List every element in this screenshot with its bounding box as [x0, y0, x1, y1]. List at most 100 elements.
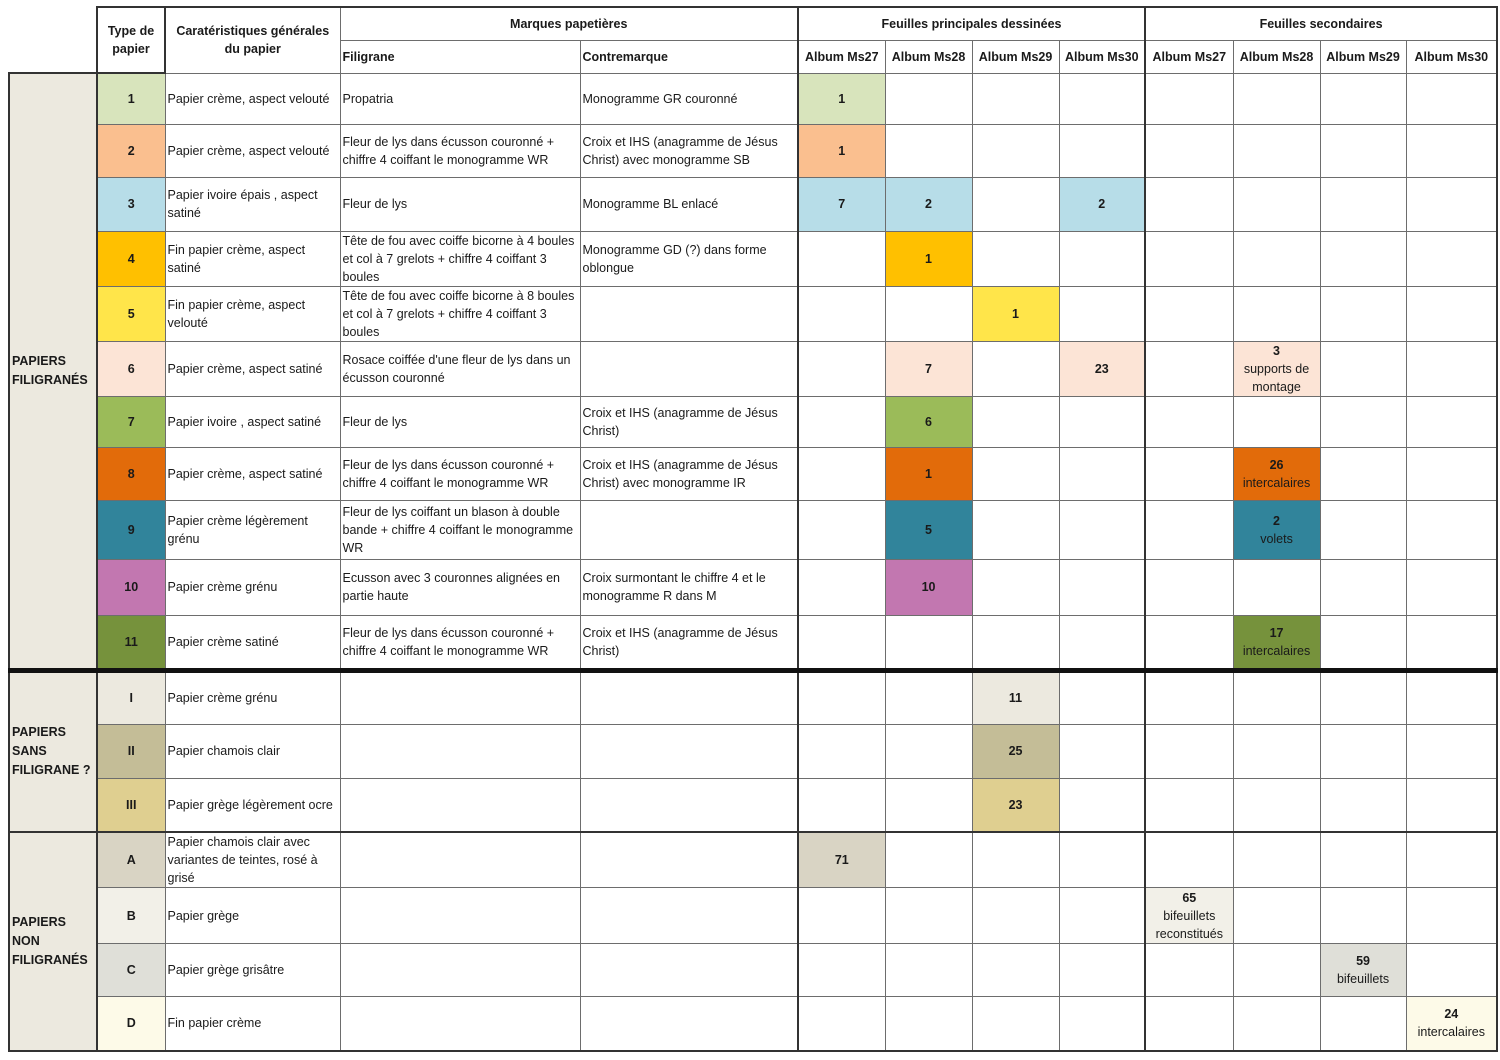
table-row: D Fin papier crème 24 intercalaires [9, 996, 1499, 1052]
count-cell-principal-ms29 [971, 446, 1060, 501]
countermark-description [579, 499, 799, 560]
count-cell-principal-ms28: 2 [884, 176, 973, 232]
watermark-description [339, 943, 581, 997]
watermark-description [339, 667, 581, 725]
count-cell-secondary-ms27 [1144, 831, 1234, 888]
watermark-description: Fleur de lys [339, 176, 581, 232]
table-row: PAPIERS FILIGRANÉS 1 Papier crème, aspect … [8, 72, 1499, 671]
count-cell-secondary-ms27 [1144, 395, 1234, 448]
paper-characteristics: Papier ivoire , aspect satiné [164, 395, 341, 448]
count-cell-principal-ms27: 71 [797, 831, 886, 888]
count-cell-secondary-ms27 [1144, 446, 1234, 501]
sheet-count-note: intercalaires [1242, 643, 1311, 658]
header-secondary-album-ms29: Album Ms29 [1319, 39, 1407, 74]
countermark-description [579, 887, 799, 944]
sheet-count: 3 [1273, 343, 1280, 358]
countermark-description [579, 667, 799, 725]
paper-type-code: D [96, 996, 166, 1052]
paper-table-container: Type de papier Caratéristiques générales… [8, 6, 1499, 1052]
watermark-description: Rosace coiffée d'une fleur de lys dans u… [339, 340, 581, 397]
header-principal-album-ms29: Album Ms29 [971, 39, 1060, 74]
count-cell-principal-ms30 [1058, 723, 1146, 779]
count-cell-principal-ms27 [797, 340, 886, 397]
table-row: 4 Fin papier crème, aspect satiné Tête de … [9, 230, 1499, 287]
countermark-description [579, 340, 799, 397]
watermark-description: Fleur de lys dans écusson couronné + chi… [339, 446, 581, 501]
count-cell-secondary-ms27 [1144, 72, 1234, 125]
count-cell-secondary-ms27 [1144, 943, 1234, 997]
count-cell-secondary-ms28 [1232, 123, 1321, 178]
sheet-count: 26 [1269, 457, 1284, 472]
count-cell-principal-ms27 [797, 395, 886, 448]
count-cell-principal-ms30 [1058, 230, 1146, 287]
count-cell-secondary-ms27 [1144, 176, 1234, 232]
count-cell-secondary-ms30 [1405, 176, 1499, 232]
corner-blank-2 [9, 40, 97, 73]
sheet-count: 5 [925, 522, 932, 537]
count-cell-principal-ms27 [797, 723, 886, 779]
count-cell-secondary-ms30 [1405, 123, 1499, 178]
paper-type-code: C [96, 943, 166, 997]
count-cell-secondary-ms29 [1319, 723, 1407, 779]
paper-characteristics: Papier chamois clair [164, 723, 341, 779]
sheet-count: 17 [1269, 625, 1284, 640]
count-cell-secondary-ms30 [1405, 446, 1499, 501]
table-row: 8 Papier crème, aspect satiné Fleur de lys… [9, 446, 1499, 501]
table-row: II Papier chamois clair 25 [9, 723, 1499, 779]
watermark-description [339, 777, 581, 833]
sheet-count: 1 [925, 251, 932, 266]
count-cell-secondary-ms30 [1405, 887, 1499, 944]
count-cell-principal-ms29 [971, 558, 1060, 616]
count-cell-principal-ms29: 23 [971, 777, 1060, 833]
count-cell-principal-ms29 [971, 340, 1060, 397]
paper-characteristics: Papier crème, aspect velouté [164, 123, 341, 178]
count-cell-secondary-ms29 [1319, 395, 1407, 448]
count-cell-principal-ms27 [797, 499, 886, 560]
watermark-description: Tête de fou avec coiffe bicorne à 4 boul… [339, 230, 581, 287]
count-cell-secondary-ms29 [1319, 614, 1407, 671]
count-cell-secondary-ms30 [1405, 285, 1499, 342]
count-cell-secondary-ms27: 65 bifeuillets reconstitués [1144, 887, 1234, 944]
sheet-count: 24 [1444, 1007, 1459, 1022]
countermark-description [579, 777, 799, 833]
sheet-count: 1 [838, 143, 846, 158]
paper-characteristics: Papier ivoire épais , aspect satiné [164, 176, 341, 232]
count-cell-secondary-ms28 [1232, 996, 1321, 1052]
count-cell-secondary-ms29 [1319, 72, 1407, 125]
group-label-papiers-non-filigranes: PAPIERS NON FILIGRANÉS [8, 831, 98, 1052]
count-cell-secondary-ms28 [1232, 558, 1321, 616]
count-cell-principal-ms29 [971, 887, 1060, 944]
header-caracteristiques: Caratéristiques générales du papier [164, 6, 341, 74]
count-cell-secondary-ms28 [1232, 395, 1321, 448]
table-row: 11 Papier crème satiné Fleur de lys dans é… [9, 614, 1499, 671]
paper-characteristics: Papier crème grénu [164, 667, 341, 725]
countermark-description: Monogramme BL enlacé [579, 176, 799, 232]
count-cell-secondary-ms27 [1144, 996, 1234, 1052]
count-cell-principal-ms30 [1058, 285, 1146, 342]
count-cell-secondary-ms28 [1232, 943, 1321, 997]
sheet-count: 65 [1182, 890, 1197, 905]
count-cell-secondary-ms27 [1144, 777, 1234, 833]
count-cell-principal-ms28 [884, 887, 973, 944]
sheet-count-note: volets [1260, 531, 1293, 546]
count-cell-secondary-ms28 [1232, 72, 1321, 125]
paper-characteristics: Papier crème, aspect velouté [164, 72, 341, 125]
table-row: C Papier grège grisâtre 59 bifeuillets [9, 943, 1499, 997]
paper-type-code: A [96, 831, 166, 888]
table-row: 5 Fin papier crème, aspect velouté Tête de… [9, 285, 1499, 342]
count-cell-secondary-ms29 [1319, 285, 1407, 342]
countermark-description [579, 831, 799, 888]
count-cell-principal-ms28 [884, 614, 973, 671]
sheet-count: 11 [1008, 691, 1023, 705]
count-cell-principal-ms29 [971, 230, 1060, 287]
header-secondary-album-ms27: Album Ms27 [1144, 39, 1234, 74]
count-cell-secondary-ms28 [1232, 887, 1321, 944]
count-cell-secondary-ms29 [1319, 558, 1407, 616]
paper-type-code: 9 [96, 499, 166, 560]
watermark-description [339, 723, 581, 779]
count-cell-secondary-ms30 [1405, 943, 1499, 997]
paper-type-code: 1 [96, 72, 166, 125]
header-marques-papetieres: Marques papetières [339, 6, 799, 41]
table-row: 7 Papier ivoire , aspect satiné Fleur de l… [9, 395, 1499, 448]
table-row: 9 Papier crème légèrement grénu Fleur de l… [9, 499, 1499, 560]
